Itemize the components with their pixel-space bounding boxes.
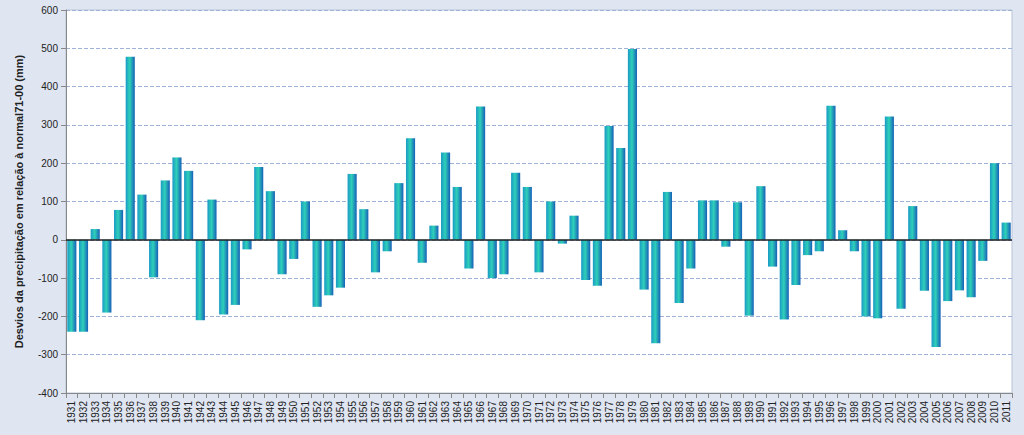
svg-text:1984: 1984 bbox=[685, 401, 696, 424]
svg-text:1953: 1953 bbox=[323, 401, 334, 424]
svg-text:1944: 1944 bbox=[218, 401, 229, 424]
svg-text:1943: 1943 bbox=[206, 401, 217, 424]
svg-text:2007: 2007 bbox=[954, 401, 965, 424]
svg-text:-100: -100 bbox=[38, 273, 58, 284]
svg-text:1956: 1956 bbox=[358, 401, 369, 424]
svg-text:1962: 1962 bbox=[428, 401, 439, 424]
svg-text:2008: 2008 bbox=[966, 401, 977, 424]
svg-text:1976: 1976 bbox=[592, 401, 603, 424]
svg-text:1957: 1957 bbox=[370, 401, 381, 424]
svg-text:1991: 1991 bbox=[767, 401, 778, 424]
svg-text:1993: 1993 bbox=[790, 401, 801, 424]
svg-text:1971: 1971 bbox=[534, 401, 545, 424]
svg-text:1932: 1932 bbox=[78, 401, 89, 424]
svg-text:1972: 1972 bbox=[545, 401, 556, 424]
svg-text:1988: 1988 bbox=[732, 401, 743, 424]
svg-text:1974: 1974 bbox=[569, 401, 580, 424]
svg-text:2000: 2000 bbox=[872, 401, 883, 424]
svg-text:1990: 1990 bbox=[755, 401, 766, 424]
svg-text:1985: 1985 bbox=[697, 401, 708, 424]
svg-text:1999: 1999 bbox=[861, 401, 872, 424]
svg-text:1946: 1946 bbox=[242, 401, 253, 424]
svg-text:1950: 1950 bbox=[288, 401, 299, 424]
svg-text:1996: 1996 bbox=[825, 401, 836, 424]
svg-text:2005: 2005 bbox=[931, 401, 942, 424]
svg-text:1964: 1964 bbox=[452, 401, 463, 424]
svg-text:1977: 1977 bbox=[604, 401, 615, 424]
svg-text:1958: 1958 bbox=[382, 401, 393, 424]
svg-text:1940: 1940 bbox=[171, 401, 182, 424]
svg-text:2006: 2006 bbox=[942, 401, 953, 424]
svg-text:1992: 1992 bbox=[779, 401, 790, 424]
svg-text:1939: 1939 bbox=[160, 401, 171, 424]
svg-text:100: 100 bbox=[41, 196, 58, 207]
svg-text:1968: 1968 bbox=[498, 401, 509, 424]
svg-text:1954: 1954 bbox=[335, 401, 346, 424]
svg-text:1995: 1995 bbox=[814, 401, 825, 424]
svg-text:300: 300 bbox=[41, 119, 58, 130]
svg-text:1969: 1969 bbox=[510, 401, 521, 424]
svg-text:1997: 1997 bbox=[837, 401, 848, 424]
svg-text:2010: 2010 bbox=[989, 401, 1000, 424]
svg-text:2009: 2009 bbox=[977, 401, 988, 424]
svg-text:1983: 1983 bbox=[674, 401, 685, 424]
svg-text:500: 500 bbox=[41, 43, 58, 54]
svg-text:1952: 1952 bbox=[312, 401, 323, 424]
svg-text:1945: 1945 bbox=[230, 401, 241, 424]
svg-text:1951: 1951 bbox=[300, 401, 311, 424]
svg-text:1937: 1937 bbox=[136, 401, 147, 424]
svg-text:1986: 1986 bbox=[709, 401, 720, 424]
svg-text:1981: 1981 bbox=[650, 401, 661, 424]
svg-text:2011: 2011 bbox=[1001, 401, 1012, 423]
svg-text:1994: 1994 bbox=[802, 401, 813, 424]
svg-text:1934: 1934 bbox=[101, 401, 112, 424]
svg-text:-200: -200 bbox=[38, 311, 58, 322]
svg-text:1979: 1979 bbox=[627, 401, 638, 424]
svg-text:600: 600 bbox=[41, 5, 58, 16]
svg-text:2003: 2003 bbox=[907, 401, 918, 424]
svg-text:1967: 1967 bbox=[487, 401, 498, 424]
svg-text:1931: 1931 bbox=[66, 401, 77, 424]
svg-text:1955: 1955 bbox=[347, 401, 358, 424]
svg-text:0: 0 bbox=[52, 234, 58, 245]
svg-text:1935: 1935 bbox=[113, 401, 124, 424]
svg-text:2002: 2002 bbox=[896, 401, 907, 424]
svg-text:1978: 1978 bbox=[615, 401, 626, 424]
svg-text:1960: 1960 bbox=[405, 401, 416, 424]
svg-text:1980: 1980 bbox=[639, 401, 650, 424]
svg-text:1959: 1959 bbox=[393, 401, 404, 424]
svg-text:200: 200 bbox=[41, 158, 58, 169]
svg-text:1966: 1966 bbox=[475, 401, 486, 424]
svg-text:1949: 1949 bbox=[277, 401, 288, 424]
svg-text:2004: 2004 bbox=[919, 401, 930, 424]
svg-text:-300: -300 bbox=[38, 349, 58, 360]
svg-text:1973: 1973 bbox=[557, 401, 568, 424]
svg-text:1933: 1933 bbox=[90, 401, 101, 424]
svg-text:Desvios da precipitação em rel: Desvios da precipitação em relação à nor… bbox=[13, 54, 25, 348]
svg-text:-400: -400 bbox=[38, 388, 58, 399]
svg-text:400: 400 bbox=[41, 81, 58, 92]
svg-text:1970: 1970 bbox=[522, 401, 533, 424]
svg-text:1948: 1948 bbox=[265, 401, 276, 424]
svg-text:1947: 1947 bbox=[253, 401, 264, 424]
svg-text:1965: 1965 bbox=[463, 401, 474, 424]
svg-text:1942: 1942 bbox=[195, 401, 206, 424]
svg-text:1975: 1975 bbox=[580, 401, 591, 424]
svg-text:1936: 1936 bbox=[125, 401, 136, 424]
svg-text:1987: 1987 bbox=[720, 401, 731, 424]
svg-text:1963: 1963 bbox=[440, 401, 451, 424]
svg-text:1982: 1982 bbox=[662, 401, 673, 424]
svg-text:1989: 1989 bbox=[744, 401, 755, 424]
svg-text:1961: 1961 bbox=[417, 401, 428, 424]
svg-text:1938: 1938 bbox=[148, 401, 159, 424]
svg-text:1998: 1998 bbox=[849, 401, 860, 424]
svg-text:2001: 2001 bbox=[884, 401, 895, 424]
svg-text:1941: 1941 bbox=[183, 401, 194, 424]
